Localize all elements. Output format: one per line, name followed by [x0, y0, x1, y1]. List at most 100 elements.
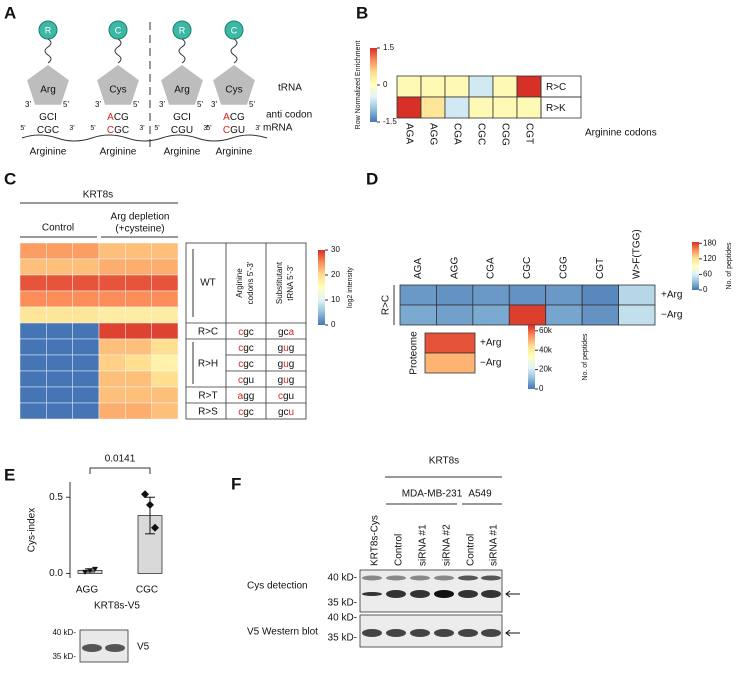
column-label: CGA [451, 123, 462, 145]
group-label: KRT8s [429, 456, 459, 467]
row-label: +Arg [480, 338, 501, 349]
text-piece: u [283, 359, 289, 370]
label: mRNA [263, 123, 293, 134]
prime-label: 5' [90, 125, 95, 132]
heatmap-cell [125, 290, 152, 308]
heatmap-cell [46, 338, 73, 356]
data-point [92, 566, 98, 572]
colorbar-tick-label: 20 [331, 270, 340, 279]
trna-body [213, 65, 255, 105]
heatmap-cell [72, 322, 100, 340]
column-label: AGG [427, 123, 438, 145]
heatmap-cell [508, 284, 547, 306]
heatmap-cell [151, 402, 179, 420]
text-piece: CG [114, 112, 129, 123]
heatmap-cell [98, 402, 126, 420]
heatmap-cell [46, 386, 73, 404]
text-piece: c [238, 375, 243, 386]
text-piece: g [289, 359, 295, 370]
band [434, 575, 454, 581]
residue: Cys [109, 85, 126, 96]
codon: cgc [238, 343, 254, 354]
heatmap-cell [151, 354, 179, 372]
heatmap-cell [151, 370, 179, 388]
trna-codon: gug [278, 375, 295, 386]
blot-label: V5 [137, 642, 150, 653]
text-piece: GU [230, 125, 245, 136]
condition-label: Arg depletion [111, 212, 170, 223]
heatmap-cell [424, 352, 476, 374]
column-label: CGA [486, 257, 497, 279]
trna-body [27, 65, 69, 105]
amino-acid-label: R [45, 25, 52, 35]
readout: Arginine [164, 147, 201, 158]
row-group-label: Proteome [409, 331, 420, 375]
band [362, 575, 382, 581]
mrna-strand [21, 134, 268, 142]
band [386, 590, 406, 598]
band [410, 629, 430, 637]
marker-label: 35 kD- [52, 652, 76, 661]
x-axis-label: Arginine codons [585, 128, 657, 139]
heatmap-cell [19, 274, 47, 292]
prime-label: 3' [211, 100, 217, 109]
prime-label: 3' [255, 125, 260, 132]
heatmap-cell [125, 242, 152, 260]
band [481, 629, 501, 637]
marker-label: 40 kD- [328, 613, 357, 624]
text-piece: c [238, 359, 243, 370]
colorbar [318, 250, 325, 325]
prime-label: 3' [203, 125, 208, 132]
lane-label: siRNA #1 [418, 524, 429, 566]
heatmap-cell [46, 274, 73, 292]
trna-stem [44, 38, 52, 64]
blot [359, 569, 503, 613]
text-piece: CGU [171, 125, 193, 136]
colorbar [692, 242, 699, 290]
group-label: KRT8s [83, 190, 113, 201]
heatmap-cell [125, 386, 152, 404]
colorbar-tick-label: 30 [331, 245, 340, 254]
readout: Arginine [216, 147, 253, 158]
heatmap-cell [618, 304, 656, 326]
condition-label: (+cysteine) [115, 224, 164, 235]
band [458, 590, 478, 598]
heatmap-cell [98, 258, 126, 276]
row-label: +Arg [661, 290, 682, 301]
column-label: CGG [499, 123, 510, 146]
heatmap-cell [72, 354, 100, 372]
panel-letter: C [4, 169, 16, 188]
heatmap-cell [19, 322, 47, 340]
lane-label: Control [466, 534, 477, 566]
colorbar-tick-label: 40k [539, 345, 553, 354]
heatmap-cell [72, 274, 100, 292]
column-header: tRNA 5'-3' [286, 265, 295, 301]
text-piece: g [278, 343, 284, 354]
heatmap-cell [98, 386, 126, 404]
heatmap-cell [125, 274, 152, 292]
arrow [505, 590, 520, 598]
trna-body [161, 65, 203, 105]
column-label: CGT [595, 258, 606, 279]
prime-label: 5' [63, 100, 69, 109]
prime-label: 3' [95, 100, 101, 109]
group-label: WT [200, 278, 216, 289]
data-point [151, 523, 159, 532]
residue: Arg [40, 85, 56, 96]
text-piece: u [283, 375, 289, 386]
colorbar-tick-label: 0 [539, 384, 544, 393]
trna-codon: gca [278, 327, 295, 338]
text-piece: GC [114, 125, 129, 136]
trna-codon: gug [278, 359, 295, 370]
anticodon: ACG [107, 112, 129, 123]
heatmap-cell [19, 258, 47, 276]
band [82, 644, 102, 652]
group-label: R>T [198, 391, 217, 402]
heatmap-cell [19, 290, 47, 308]
heatmap-cell [508, 304, 547, 326]
band [434, 590, 454, 598]
colorbar-tick-label: 0 [331, 320, 336, 329]
lane-label: Control [394, 534, 405, 566]
trna-stem [178, 38, 186, 64]
